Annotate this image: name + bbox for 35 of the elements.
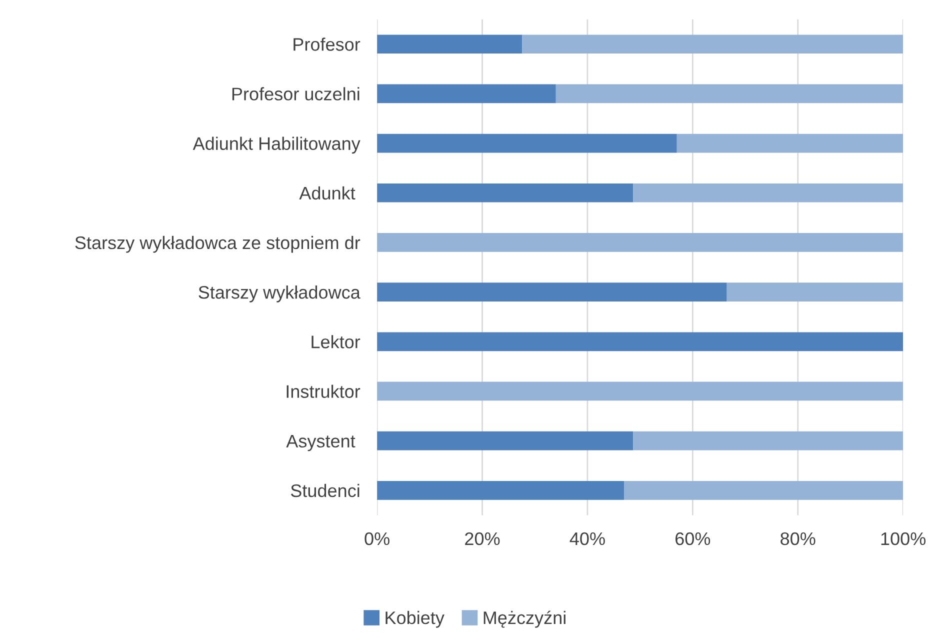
y-tick-label: Starszy wykładowca ze stopniem dr [75,236,360,253]
x-tick-label: 40% [570,532,605,546]
bar [726,282,904,302]
y-tick-label: Adunkt [299,186,356,200]
y-tick-label: Instruktor [286,384,360,398]
bar [377,282,727,302]
bar [377,183,634,202]
legend-label: Mężczyźni [484,610,566,628]
y-tick-label: Starszy wykładowca [198,286,360,302]
bar [633,183,904,202]
x-tick-label: 0% [364,532,390,546]
x-tick-label: 60% [676,532,710,546]
bar [377,84,556,104]
y-tick-label: Profesor uczelni [232,87,360,100]
y-tick-label: Asystent [286,434,356,452]
bar [377,233,904,252]
x-tick-label: 80% [780,532,816,546]
bar [377,382,904,401]
x-tick-label: 100% [881,532,926,546]
y-tick-label: Studenci [290,484,360,498]
bar [556,84,904,104]
bar [377,332,904,352]
bar [377,34,522,54]
bar [377,480,624,500]
bar [633,431,904,450]
y-tick-label: Profesor [294,38,360,51]
x-tick-label: 20% [465,532,500,546]
y-tick-label: Adiunkt Habilitowany [192,136,360,154]
bar [676,134,904,153]
bar [377,431,634,450]
legend-label: Kobiety [386,610,444,628]
bar [624,480,904,500]
bar [377,134,677,153]
y-tick-label: Lektor [312,335,360,348]
bar [522,34,904,54]
